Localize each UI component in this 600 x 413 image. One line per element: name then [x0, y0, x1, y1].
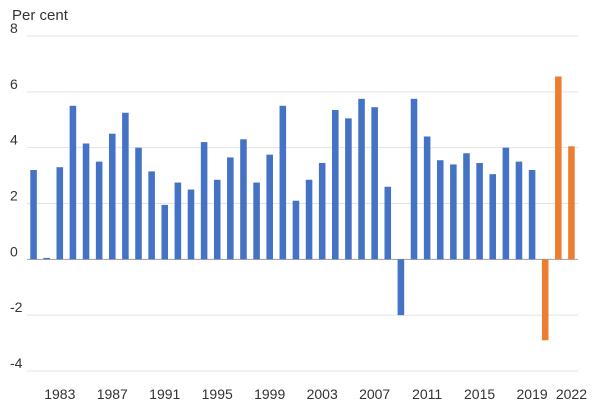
bar-1989	[135, 147, 142, 260]
bar-1994	[200, 142, 208, 260]
bar-1986	[95, 161, 103, 260]
y-axis-label: Per cent	[12, 7, 69, 24]
bar-2016	[489, 174, 497, 260]
bar-2003	[318, 163, 326, 260]
bar-2014	[463, 153, 470, 260]
y-tick-label: 4	[10, 132, 18, 148]
bar-1982	[43, 257, 50, 260]
x-tick-label: 2007	[359, 386, 390, 402]
bar-1984	[69, 105, 77, 260]
bar-1990	[148, 171, 155, 260]
bar-2022	[568, 146, 575, 260]
bar-1999	[266, 154, 273, 260]
bar-1996	[227, 157, 234, 260]
y-tick-label: -4	[10, 355, 23, 371]
bar-1983	[56, 167, 64, 260]
y-tick-label: -2	[10, 299, 23, 315]
x-tick-label: 1987	[97, 386, 128, 402]
y-tick-label: 6	[10, 76, 18, 92]
bar-2002	[305, 179, 313, 260]
bar-1988	[122, 112, 129, 260]
bar-2010	[410, 98, 418, 260]
bar-1998	[253, 182, 260, 260]
bar-2015	[476, 163, 483, 260]
x-tick-label: 1999	[254, 386, 285, 402]
x-tick-labels: 1983 1987 1991 1995 1999 2003 2007 2011 2015 2019…	[44, 386, 587, 402]
bar-2017	[502, 147, 510, 260]
bar-2011	[423, 136, 431, 260]
bar-2020	[541, 259, 549, 341]
bar-2005	[345, 118, 352, 260]
bar-1997	[240, 139, 247, 260]
y-tick-label: 2	[10, 188, 18, 204]
y-tick-label: 0	[10, 243, 18, 259]
x-tick-label: 1995	[202, 386, 233, 402]
y-tick-labels: -4 -2 0 2 4 6 8	[10, 20, 23, 371]
y-tick-label: 8	[10, 20, 18, 36]
x-tick-label: 1991	[149, 386, 180, 402]
bar-2021	[555, 76, 562, 260]
bar-2006	[358, 98, 365, 260]
x-tick-label: 1983	[44, 386, 75, 402]
bar-1981	[30, 170, 37, 260]
bar-1993	[187, 189, 195, 260]
bar-2001	[292, 200, 300, 260]
bars	[30, 76, 575, 341]
bar-2004	[332, 109, 339, 260]
bar-1991	[161, 204, 169, 260]
bar-1992	[174, 182, 182, 260]
x-tick-label: 2019	[517, 386, 548, 402]
x-tick-label: 2003	[307, 386, 338, 402]
bar-1985	[82, 143, 90, 260]
x-tick-label: 2015	[464, 386, 495, 402]
bar-2009	[397, 259, 405, 316]
bar-1995	[213, 179, 221, 260]
x-tick-label: 2011	[412, 386, 442, 402]
bar-2018	[515, 161, 523, 260]
bar-2000	[279, 105, 287, 260]
bar-2019	[528, 170, 536, 260]
bar-2007	[371, 107, 378, 260]
bar-2008	[384, 186, 392, 260]
bar-2013	[450, 164, 457, 260]
x-tick-label: 2022	[556, 386, 587, 402]
bar-1987	[108, 133, 116, 260]
gridlines	[27, 35, 578, 372]
bar-2012	[436, 160, 444, 260]
